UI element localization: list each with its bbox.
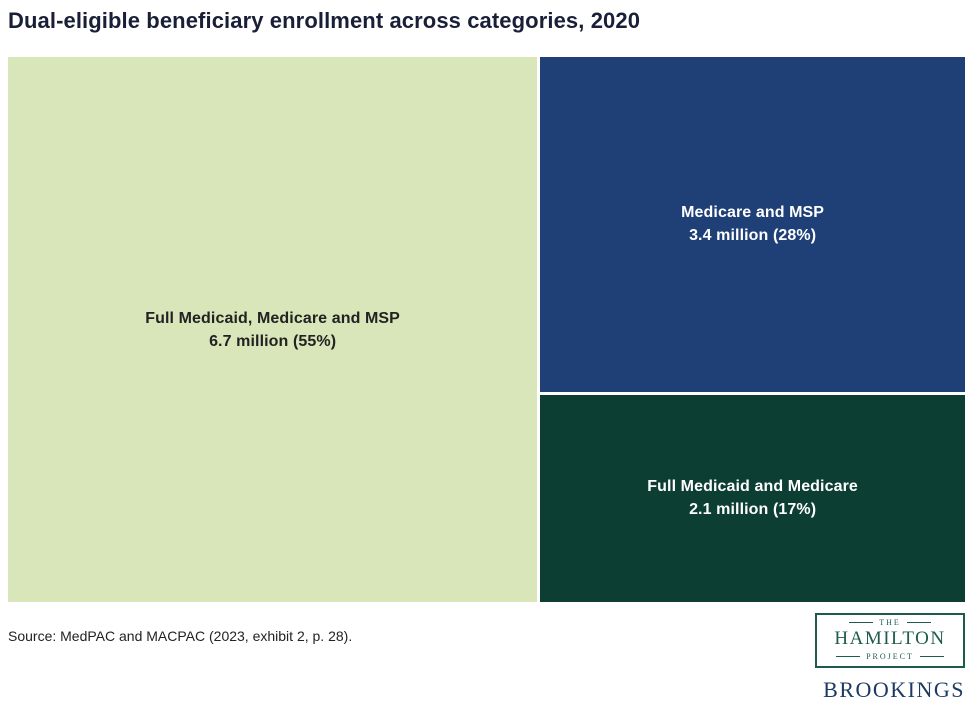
hamilton-logo-top-row: THE	[817, 618, 963, 627]
source-note: Source: MedPAC and MACPAC (2023, exhibit…	[8, 628, 353, 644]
treemap-tile-medicare-msp: Medicare and MSP 3.4 million (28%)	[540, 57, 965, 392]
rule-line	[849, 622, 874, 623]
logo-block: THE HAMILTON PROJECT BROOKINGS	[815, 613, 965, 703]
chart-title: Dual-eligible beneficiary enrollment acr…	[8, 8, 641, 33]
hamilton-project-logo: THE HAMILTON PROJECT	[815, 613, 965, 668]
tile-label: Full Medicaid and Medicare	[647, 478, 858, 496]
tile-value: 3.4 million (28%)	[689, 227, 817, 245]
hamilton-logo-bottom-row: PROJECT	[817, 652, 963, 661]
tile-text-group: Full Medicaid, Medicare and MSP 6.7 mill…	[145, 307, 400, 353]
tile-label: Medicare and MSP	[681, 204, 825, 222]
rule-line	[836, 656, 861, 657]
tile-text-group: Full Medicaid and Medicare 2.1 million (…	[647, 475, 858, 521]
tile-value: 2.1 million (17%)	[689, 501, 817, 519]
rule-line	[906, 622, 931, 623]
hamilton-logo-the: THE	[879, 618, 901, 627]
tile-text-group: Medicare and MSP 3.4 million (28%)	[681, 201, 824, 247]
tile-label: Full Medicaid, Medicare and MSP	[145, 309, 400, 327]
brookings-logo: BROOKINGS	[823, 677, 965, 702]
tile-value: 6.7 million (55%)	[209, 332, 337, 350]
treemap-chart: Full Medicaid, Medicare and MSP 6.7 mill…	[8, 57, 965, 602]
treemap-tile-full-medicaid-medicare: Full Medicaid and Medicare 2.1 million (…	[540, 394, 965, 602]
treemap-right-column: Medicare and MSP 3.4 million (28%) Full …	[540, 57, 965, 602]
hamilton-logo-project: PROJECT	[866, 652, 914, 661]
rule-line	[919, 656, 944, 657]
treemap-tile-full-medicaid-medicare-msp: Full Medicaid, Medicare and MSP 6.7 mill…	[8, 57, 538, 602]
hamilton-logo-name: HAMILTON	[834, 628, 946, 649]
